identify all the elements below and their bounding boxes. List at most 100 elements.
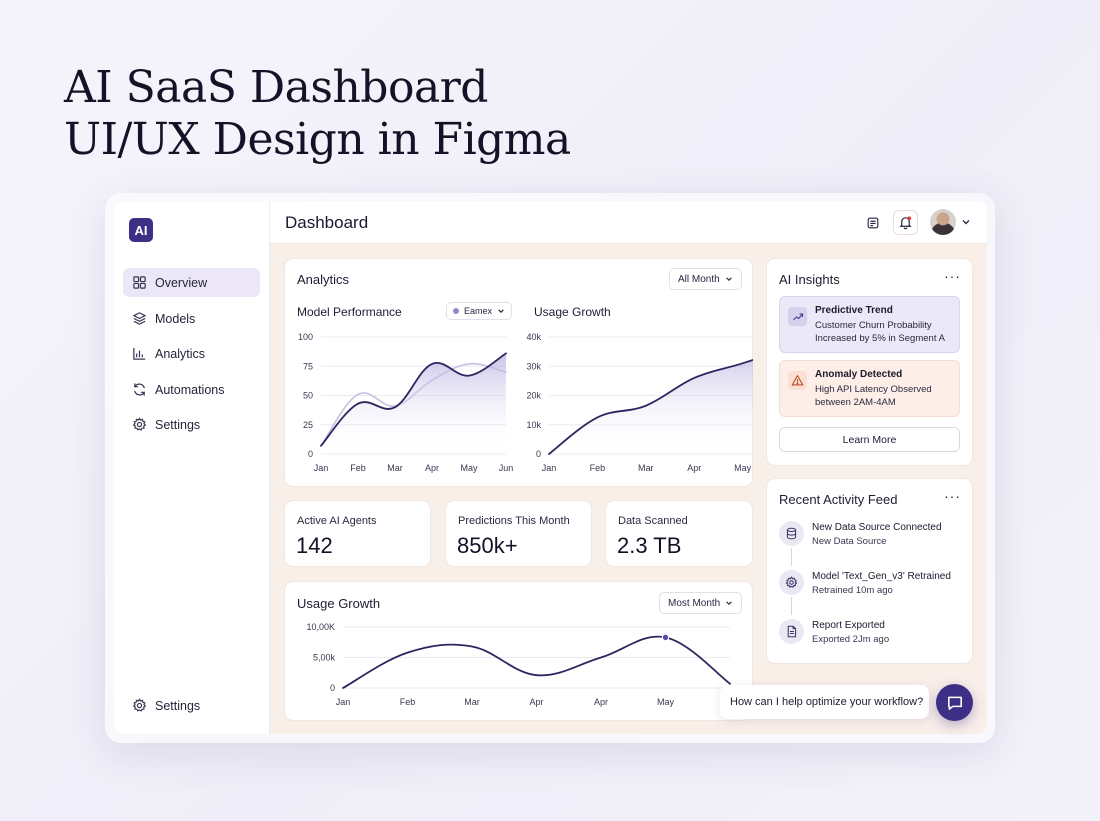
insight-title: Anomaly Detected xyxy=(815,369,903,380)
chart-title: Usage Growth xyxy=(534,305,611,319)
chevron-down-icon xyxy=(726,601,733,605)
model-performance-chart: 0 25 50 75 100 Jan Feb Mar Apr May Jun xyxy=(298,332,514,473)
y-tick-label: 25 xyxy=(303,420,313,430)
chart-title: Model Performance xyxy=(297,305,402,319)
range-select[interactable]: All Month xyxy=(669,268,742,290)
range-select[interactable]: Most Month xyxy=(659,592,743,614)
series-area xyxy=(321,353,506,454)
series-filter-value: Eamex xyxy=(464,306,493,316)
stat-card-active-agents: Active AI Agents 142 xyxy=(284,500,431,567)
x-tick-label: Feb xyxy=(350,463,366,473)
insight-title: Predictive Trend xyxy=(815,305,893,316)
x-tick-label: Mar xyxy=(387,463,403,473)
insight-text-line-2: between 2AM-4AM xyxy=(815,397,896,408)
activity-item[interactable]: New Data Source Connected New Data Sourc… xyxy=(779,521,969,551)
gear-icon xyxy=(132,698,147,712)
gear-icon xyxy=(132,417,147,431)
series-line xyxy=(342,635,731,689)
sidebar-item-models[interactable]: Models xyxy=(123,304,260,333)
sidebar-footer-settings[interactable]: Settings xyxy=(123,691,260,720)
chevron-down-icon[interactable] xyxy=(961,217,971,227)
sidebar-item-overview[interactable]: Overview xyxy=(123,268,260,297)
avatar[interactable] xyxy=(930,209,956,235)
stat-label: Active AI Agents xyxy=(297,515,377,527)
grid-icon xyxy=(133,276,146,289)
stat-value: 850k+ xyxy=(457,533,518,558)
activity-item[interactable]: Model 'Text_Gen_v3' Retrained Retrained … xyxy=(779,570,969,600)
app-logo[interactable]: AI xyxy=(129,218,153,242)
insight-anomaly[interactable]: Anomaly Detected High API Latency Observ… xyxy=(779,360,960,417)
sidebar-item-label: Models xyxy=(155,311,196,326)
dashboard-window: AI Overview Models Analytics A xyxy=(114,201,987,734)
x-tick-label: Jun xyxy=(499,463,514,473)
stat-label: Predictions This Month xyxy=(458,515,570,527)
hero-title: AI SaaS Dashboard UI/UX Design in Figma xyxy=(64,62,571,166)
x-tick-label: May xyxy=(734,463,752,473)
notifications-button[interactable] xyxy=(893,210,918,235)
more-options-icon[interactable]: ··· xyxy=(944,268,961,284)
x-tick-label: Jan xyxy=(314,463,329,473)
learn-more-button[interactable]: Learn More xyxy=(779,427,960,452)
timeline-connector xyxy=(791,548,792,566)
sidebar-item-automations[interactable]: Automations xyxy=(123,375,260,404)
stat-card-data-scanned: Data Scanned 2.3 TB xyxy=(605,500,753,567)
x-tick-label: Feb xyxy=(400,697,416,707)
layers-icon xyxy=(133,312,146,325)
insight-text-line-1: High API Latency Observed xyxy=(815,384,932,395)
stat-card-predictions: Predictions This Month 850k+ xyxy=(445,500,592,567)
y-tick-label: 0 xyxy=(308,449,313,459)
x-tick-label: Mar xyxy=(464,697,480,707)
legend-dot xyxy=(453,308,459,314)
document-icon xyxy=(779,619,804,644)
main-content: Analytics All Month Model Performance Ea… xyxy=(270,244,987,734)
warning-icon xyxy=(788,371,807,390)
analytics-card: Analytics All Month Model Performance Ea… xyxy=(284,258,753,487)
sidebar-item-label: Overview xyxy=(155,275,208,290)
chevron-down-icon xyxy=(498,309,504,313)
chat-button[interactable] xyxy=(936,684,973,721)
x-tick-label: Apr xyxy=(529,697,543,707)
y-tick-label: 20k xyxy=(526,391,541,401)
bar-chart-icon xyxy=(133,347,146,360)
series-line xyxy=(548,359,753,455)
activity-item[interactable]: Report Exported Exported 2Jm ago xyxy=(779,619,969,649)
data-point-marker xyxy=(661,633,670,642)
usage-growth-chart: 010k20k30k40kJanFebMarAprMayJun xyxy=(526,332,753,473)
x-tick-label: Feb xyxy=(590,463,606,473)
sidebar-item-settings[interactable]: Settings xyxy=(123,410,260,439)
y-tick-label: 0 xyxy=(536,449,541,459)
y-tick-label: 5,00k xyxy=(313,653,336,663)
sidebar-item-label: Settings xyxy=(155,698,201,713)
sidebar-item-analytics[interactable]: Analytics xyxy=(123,339,260,368)
sidebar-item-label: Analytics xyxy=(155,346,206,361)
x-tick-label: May xyxy=(460,463,478,473)
insight-text-line-2: Increased by 5% in Segment A xyxy=(815,333,945,344)
more-options-icon[interactable]: ··· xyxy=(944,488,961,504)
notes-button[interactable] xyxy=(860,210,885,235)
stat-value: 142 xyxy=(296,533,333,558)
insight-predictive-trend[interactable]: Predictive Trend Customer Churn Probabil… xyxy=(779,296,960,353)
x-tick-label: Apr xyxy=(687,463,701,473)
page-title: Dashboard xyxy=(285,213,369,232)
y-tick-label: 30k xyxy=(526,361,541,371)
y-tick-label: 100 xyxy=(298,332,313,342)
series-area xyxy=(549,359,753,454)
stat-label: Data Scanned xyxy=(618,515,688,527)
chat-icon xyxy=(947,696,962,710)
x-tick-label: Apr xyxy=(425,463,439,473)
series-line xyxy=(320,352,507,447)
chevron-down-icon xyxy=(725,277,732,281)
x-tick-label: Jan xyxy=(542,463,557,473)
insight-text-line-1: Customer Churn Probability xyxy=(815,320,932,331)
refresh-icon xyxy=(134,383,145,396)
card-title: Recent Activity Feed xyxy=(779,492,898,507)
y-tick-label: 50 xyxy=(303,391,313,401)
usage-growth-card: Usage Growth Most Month 0 5,00k 10,00K Jan F… xyxy=(284,581,753,721)
y-tick-label: 10,00K xyxy=(306,622,335,632)
activity-title: New Data Source Connected xyxy=(812,522,942,533)
sidebar: AI Overview Models Analytics A xyxy=(114,201,270,734)
assistant-prompt[interactable]: How can I help optimize your workflow? xyxy=(720,685,929,719)
series-filter-select[interactable]: Eamex xyxy=(446,302,513,320)
activity-title: Report Exported xyxy=(812,620,885,631)
